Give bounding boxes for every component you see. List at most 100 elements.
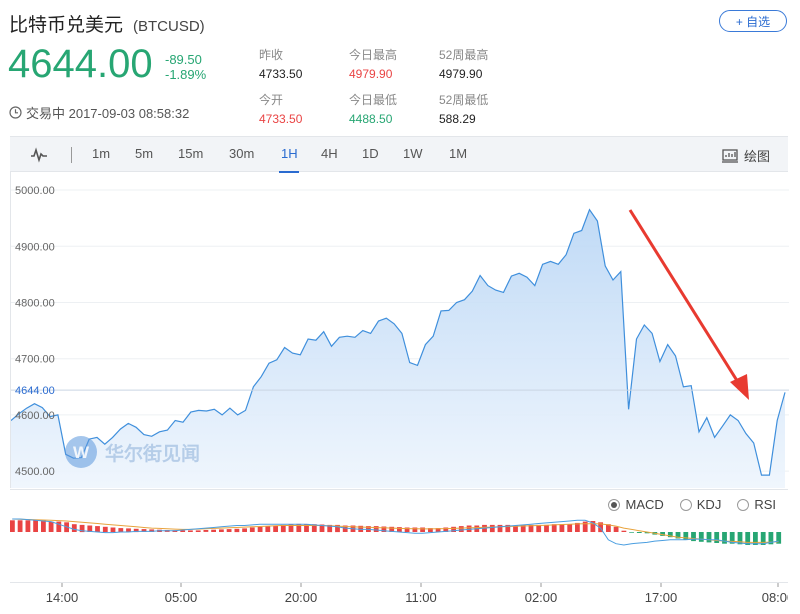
macd-bar	[606, 524, 611, 532]
tab-1m-month[interactable]: 1M	[449, 146, 468, 161]
price-chart[interactable]: 5000.00 4900.00 4800.00 4700.00 4600.00 4500.…	[10, 172, 789, 488]
tab-1d[interactable]: 1D	[362, 146, 379, 161]
stat-value: 588.29	[439, 112, 476, 126]
tab-15m[interactable]: 15m	[178, 146, 204, 161]
time-axis: 14:00 05:00 20:00 11:00 02:00 17:00 08:00	[10, 582, 794, 612]
macd-bar	[71, 524, 77, 532]
draw-button[interactable]: 绘图	[721, 146, 770, 165]
stat-open: 今开 4733.50	[259, 91, 349, 126]
macd-bar	[335, 524, 340, 533]
macd-bar	[636, 532, 642, 533]
macd-bar	[56, 521, 62, 532]
macd-bar	[381, 526, 387, 532]
y-tick-label: 4600.00	[15, 410, 55, 422]
macd-bar	[296, 523, 302, 532]
tab-1m[interactable]: 1m	[92, 146, 111, 161]
macd-bar	[497, 524, 503, 533]
stat-label: 今开	[259, 93, 284, 107]
macd-bar	[644, 532, 650, 534]
y-tick-label: 4800.00	[15, 297, 55, 309]
clock-icon	[9, 106, 22, 119]
macd-bar	[249, 527, 255, 532]
macd-bar	[683, 532, 689, 540]
line-chart-icon[interactable]	[30, 147, 48, 163]
change-value: -89.50	[165, 52, 202, 67]
radio-icon[interactable]	[608, 498, 621, 511]
stat-value: 4979.90	[349, 67, 393, 81]
macd-bar	[25, 520, 31, 532]
macd-bar	[536, 524, 542, 533]
macd-bar	[319, 524, 325, 532]
x-tick-label: 20:00	[285, 590, 318, 605]
indicator-panel: MACD KDJ RSI	[10, 489, 788, 581]
macd-bar	[280, 524, 286, 533]
dea-line	[12, 518, 779, 543]
indicator-option-rsi[interactable]: RSI	[737, 497, 776, 512]
x-tick-label: 08:00	[762, 590, 788, 605]
x-tick-label: 05:00	[165, 590, 198, 605]
stat-value: 4733.50	[259, 112, 303, 126]
tab-4h[interactable]: 4H	[321, 146, 338, 161]
instrument-symbol: (BTCUSD)	[133, 18, 205, 35]
macd-bar	[226, 529, 232, 532]
stat-day-low: 今日最低 4488.50	[349, 91, 439, 126]
tab-30m[interactable]: 30m	[229, 146, 255, 161]
title-row: 比特币兑美元 (BTCUSD)	[9, 10, 205, 37]
macd-bar	[575, 522, 580, 532]
time-axis-svg: 14:00 05:00 20:00 11:00 02:00 17:00 08:00	[46, 583, 794, 605]
macd-bar	[358, 525, 364, 532]
macd-bar	[234, 528, 240, 533]
macd-bar	[412, 527, 418, 532]
stat-prev-close: 昨收 4733.50	[259, 46, 349, 81]
macd-bar	[288, 524, 294, 532]
stat-label: 52周最低	[439, 93, 489, 107]
last-price: 4644.00	[8, 42, 153, 86]
price-chart-svg[interactable]: 5000.00 4900.00 4800.00 4700.00 4600.00 4500.…	[10, 172, 789, 488]
macd-bar	[327, 524, 333, 533]
macd-bar	[737, 532, 743, 545]
macd-bar	[675, 532, 681, 539]
macd-bar	[458, 526, 464, 532]
macd-bar	[466, 525, 472, 532]
stat-value: 4733.50	[259, 67, 303, 81]
macd-bar	[41, 520, 46, 532]
macd-bar	[613, 526, 619, 532]
macd-bar	[265, 526, 271, 532]
macd-bar	[102, 526, 108, 532]
macd-bar	[118, 528, 124, 532]
macd-bar	[133, 528, 139, 533]
change-percent: -1.89%	[165, 67, 207, 82]
tab-1h[interactable]: 1H	[281, 146, 298, 161]
macd-bar	[389, 526, 395, 532]
dif-line	[12, 518, 779, 546]
macd-bar	[722, 532, 727, 544]
macd-bar	[621, 530, 627, 532]
tab-5m[interactable]: 5m	[135, 146, 154, 161]
radio-icon[interactable]	[737, 498, 750, 511]
macd-bar	[428, 528, 433, 532]
stat-label: 今日最高	[349, 48, 398, 62]
stat-52w-low: 52周最低 588.29	[439, 91, 529, 126]
watermark: W 华尔街见闻	[65, 436, 200, 468]
macd-bar	[489, 524, 495, 533]
macd-bar	[451, 526, 456, 532]
macd-bar	[590, 521, 596, 532]
add-to-watchlist-button[interactable]: + 自选	[719, 10, 787, 32]
indicator-option-kdj[interactable]: KDJ	[679, 497, 722, 512]
macd-bar	[219, 529, 224, 532]
active-tab-indicator	[279, 171, 299, 173]
macd-bar	[505, 524, 511, 533]
macd-bar	[513, 525, 518, 532]
macd-bar	[582, 521, 588, 532]
macd-bar	[544, 524, 549, 533]
indicator-option-macd[interactable]: MACD	[608, 497, 664, 512]
stat-value: 4979.90	[439, 67, 483, 81]
macd-bar	[149, 529, 155, 532]
radio-icon[interactable]	[679, 498, 692, 511]
tab-1w[interactable]: 1W	[403, 146, 423, 161]
stat-day-high: 今日最高 4979.90	[349, 46, 439, 81]
macd-chart[interactable]	[10, 490, 788, 582]
indicator-label: KDJ	[696, 497, 722, 512]
macd-bar	[311, 524, 317, 532]
price-line	[10, 208, 786, 476]
